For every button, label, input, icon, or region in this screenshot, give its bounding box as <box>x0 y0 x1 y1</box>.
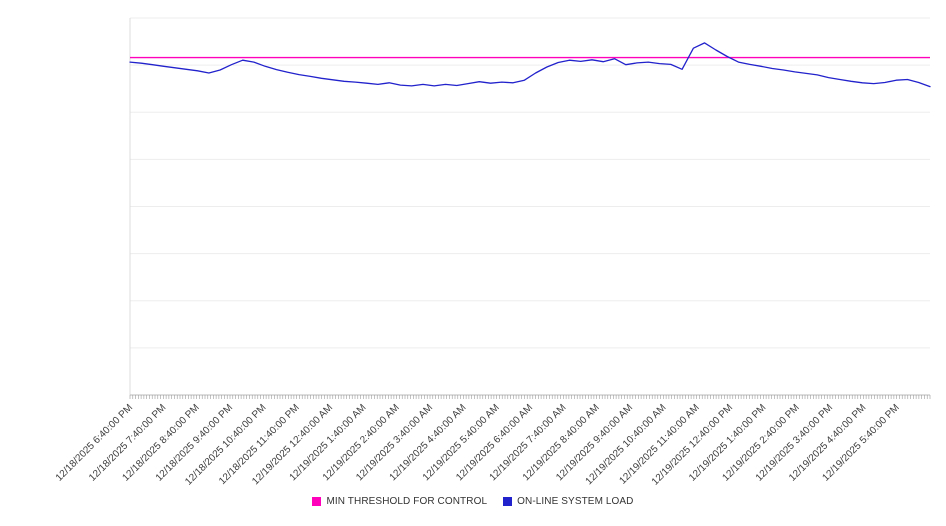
legend: MIN THRESHOLD FOR CONTROL ON-LINE SYSTEM… <box>0 496 946 507</box>
legend-item-system-load: ON-LINE SYSTEM LOAD <box>503 496 633 507</box>
system-load-line <box>129 42 931 88</box>
legend-label-min-threshold: MIN THRESHOLD FOR CONTROL <box>326 496 488 507</box>
legend-swatch-system-load-icon <box>503 497 513 506</box>
legend-item-min-threshold: MIN THRESHOLD FOR CONTROL <box>312 496 487 507</box>
legend-swatch-min-threshold-icon <box>312 497 322 506</box>
legend-label-system-load: ON-LINE SYSTEM LOAD <box>517 496 634 507</box>
